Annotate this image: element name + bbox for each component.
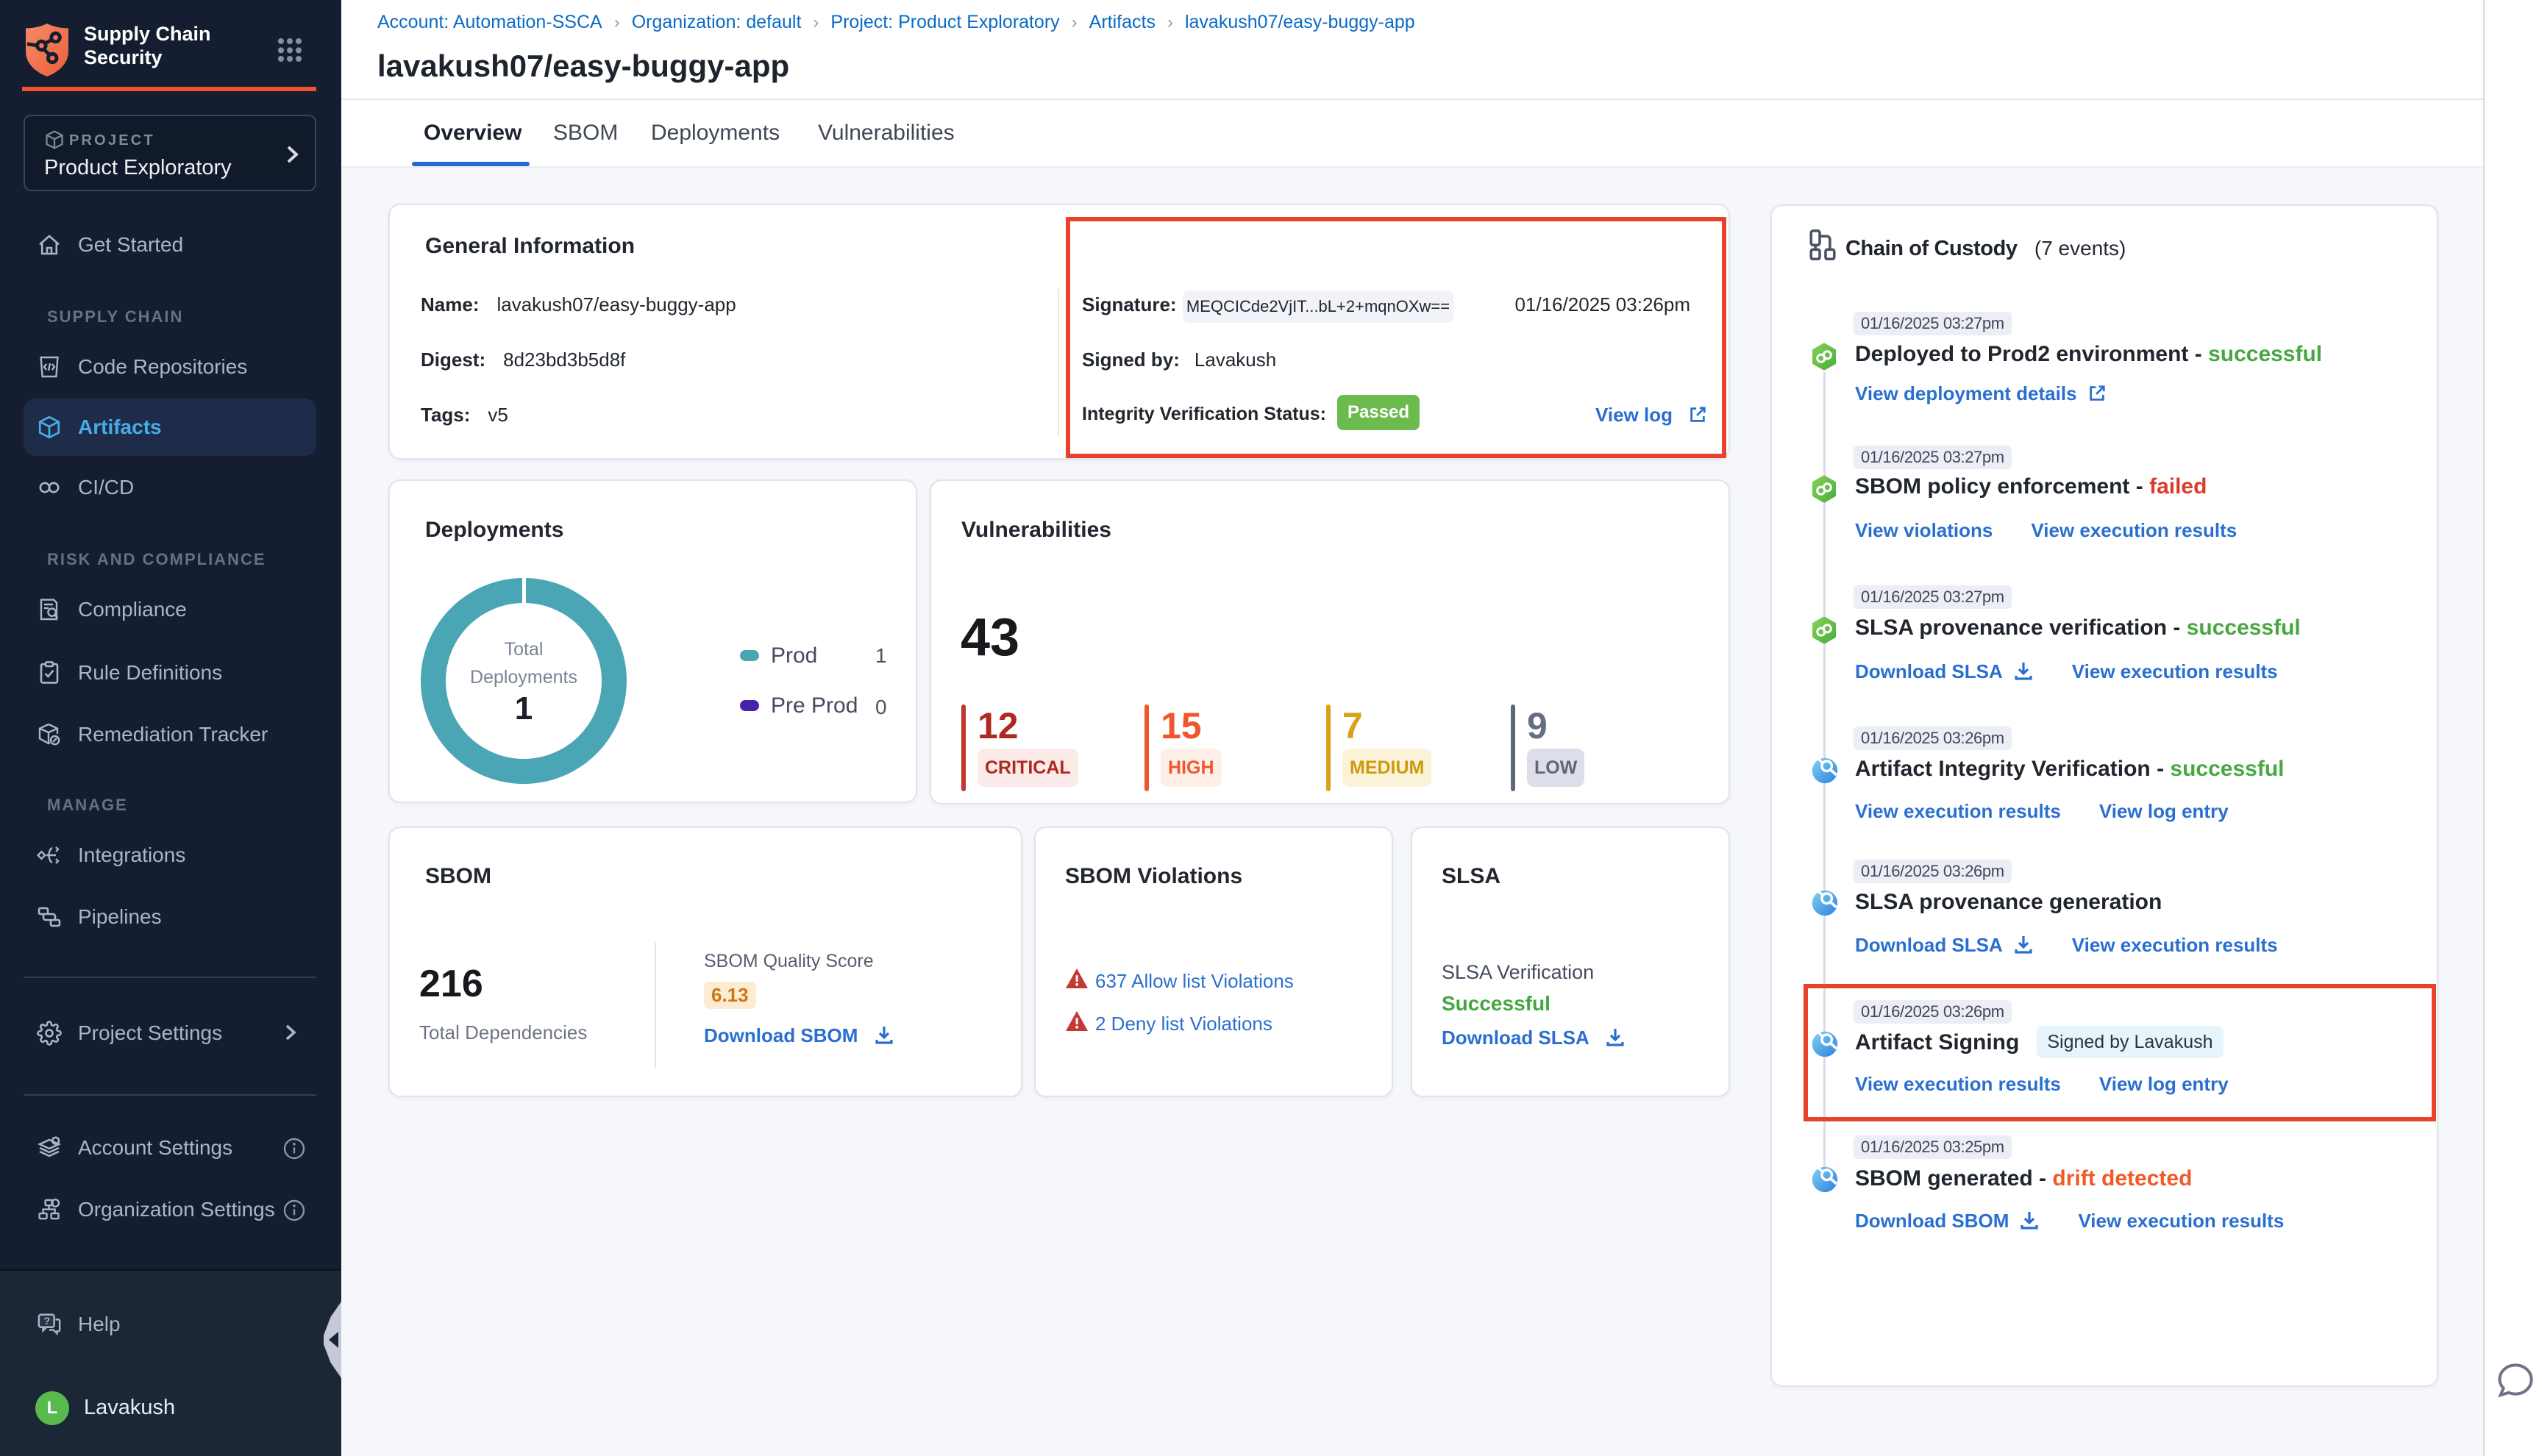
svg-text:?: ? [43, 1316, 50, 1327]
